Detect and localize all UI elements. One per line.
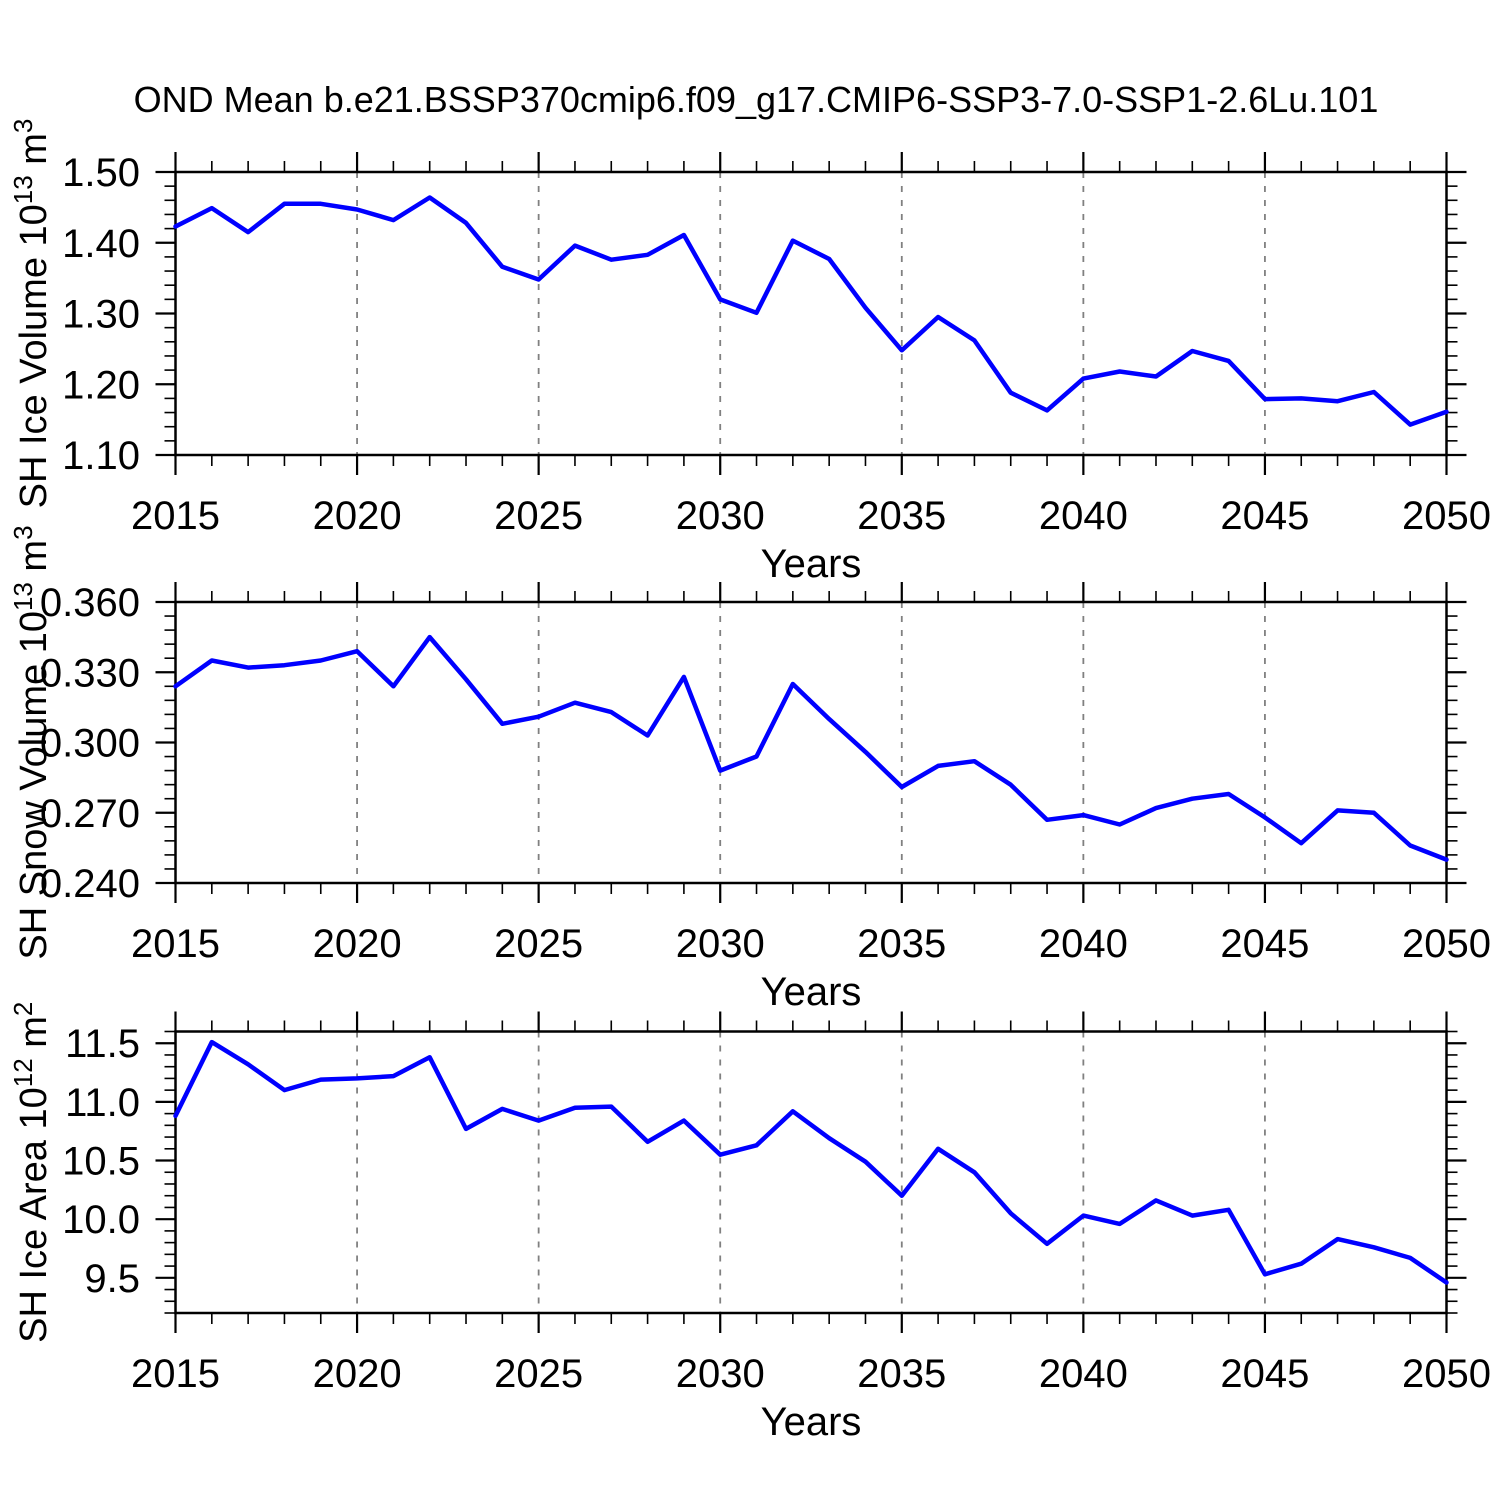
series-sh-ice-volume [173,195,1449,427]
x-tick-label: 2015 [131,494,220,538]
chart-title: OND Mean b.e21.BSSP370cmip6.f09_g17.CMIP… [134,79,1379,120]
y-tick-label: 0.300 [40,722,140,766]
x-tick-label: 2050 [1402,494,1491,538]
series-sh-ice-area [173,1039,1449,1285]
x-tick-label: 2015 [131,1352,220,1396]
y-tick-label: 1.40 [62,222,140,266]
panel-sh-ice-area: 2015 2020 2025 2030 2035 2040 2045 2050 9.5 10.0 1… [8,1002,1491,1444]
x-tick-label: 2020 [313,922,402,966]
x-tick-label: 2025 [494,922,583,966]
x-tick-label: 2020 [313,1352,402,1396]
x-axis-label: Years [761,1400,862,1444]
x-tick-label: 2050 [1402,1352,1491,1396]
y-tick-label: 1.30 [62,293,140,337]
x-tick-label: 2045 [1220,1352,1309,1396]
panel-sh-snow-volume: 2015 2020 2025 2030 2035 2040 2045 2050 0.240 0.2… [8,525,1491,1014]
y-tick-label: 10.5 [62,1140,140,1184]
y-tick-label: 1.20 [62,363,140,407]
x-tick-label: 2035 [857,922,946,966]
y-tick-label: 0.270 [40,792,140,836]
y-tick-label: 0.360 [40,581,140,625]
x-tick-label: 2045 [1220,494,1309,538]
y-tick-label: 0.240 [40,862,140,906]
x-tick-label: 2030 [676,922,765,966]
y-axis-label: SH Ice Area 1012 m2 [8,1002,55,1343]
x-tick-label: 2020 [313,494,402,538]
x-axis-label: Years [761,970,862,1014]
x-tick-label: 2035 [857,494,946,538]
y-tick-label: 0.330 [40,651,140,695]
x-axis-label: Years [761,542,862,586]
x-tick-label: 2030 [676,1352,765,1396]
y-tick-label: 1.10 [62,434,140,478]
x-tick-label: 2030 [676,494,765,538]
x-tick-label: 2035 [857,1352,946,1396]
x-tick-label: 2045 [1220,922,1309,966]
y-tick-label: 10.0 [62,1198,140,1242]
y-tick-label: 11.0 [65,1081,140,1125]
y-tick-label: 11.5 [65,1022,140,1066]
series-sh-snow-volume [173,634,1449,862]
x-tick-label: 2050 [1402,922,1491,966]
y-axis-label: SH Snow Volume 1013 m3 [8,525,55,959]
x-tick-label: 2025 [494,1352,583,1396]
x-tick-label: 2040 [1039,922,1128,966]
x-tick-label: 2025 [494,494,583,538]
y-axis-label: SH Ice Volume 1013 m3 [8,119,55,509]
x-tick-label: 2040 [1039,494,1128,538]
x-tick-label: 2015 [131,922,220,966]
x-tick-label: 2040 [1039,1352,1128,1396]
y-tick-label: 9.5 [84,1257,140,1301]
y-tick-label: 1.50 [62,151,140,195]
panel-sh-ice-volume: 2015 2020 2025 2030 2035 2040 2045 2050 1.10 1.20… [8,119,1491,586]
